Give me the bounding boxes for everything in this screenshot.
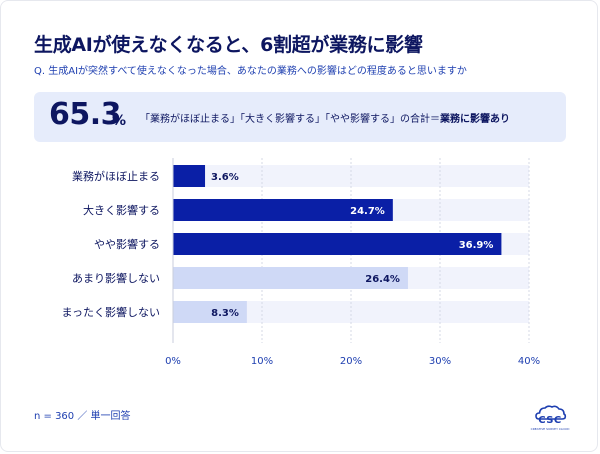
summary-text: 「業務がほぼ止まる」「大きく影響する」「やや影響する」の合計＝業務に影響あり: [140, 110, 510, 125]
cloud-icon: [535, 405, 567, 420]
value-label: 8.3%: [211, 308, 239, 319]
csc-logo: CSC CREATIVE SURVEY CLOUD: [530, 402, 570, 434]
category-label: あまり影響しない: [72, 271, 160, 285]
summary-text-bold: 業務に影響あり: [440, 114, 510, 125]
logo-subtext: CREATIVE SURVEY CLOUD: [530, 427, 570, 431]
x-tick-label: 20%: [340, 356, 362, 367]
bar: [173, 301, 247, 323]
category-label: 大きく影響する: [83, 203, 160, 217]
category-label: やや影響する: [94, 237, 160, 251]
bar: [173, 267, 408, 289]
bar: [173, 233, 502, 255]
footnote: n = 360 ／ 単一回答: [34, 411, 131, 422]
summary-value: 65.3: [49, 97, 122, 132]
value-label: 36.9%: [459, 240, 494, 251]
summary-unit: %: [112, 113, 127, 129]
question-text: Q. 生成AIが突然すべて使えなくなった場合、あなたの業務への影響はどの程度ある…: [34, 66, 467, 77]
bar-chart: 業務がほぼ止まる 3.6% 大きく影響する 24.7% やや影響する 36.9% あまり影響…: [61, 158, 540, 367]
summary-box: 65.3 % 「業務がほぼ止まる」「大きく影響する」「やや影響する」の合計＝業務…: [34, 92, 566, 142]
value-label: 3.6%: [211, 172, 239, 183]
page-title: 生成AIが使えなくなると、6割超が業務に影響: [34, 34, 423, 56]
logo-text: CSC: [538, 415, 562, 426]
category-label: まったく影響しない: [61, 305, 160, 319]
x-tick-label: 10%: [251, 356, 273, 367]
bar: [173, 199, 393, 221]
category-label: 業務がほぼ止まる: [72, 169, 160, 183]
x-tick-label: 0%: [165, 356, 181, 367]
bar: [173, 165, 206, 187]
summary-text-plain: 「業務がほぼ止まる」「大きく影響する」「やや影響する」の合計＝: [140, 114, 440, 125]
value-label: 26.4%: [365, 274, 400, 285]
value-label: 24.7%: [350, 206, 385, 217]
x-tick-label: 40%: [518, 356, 540, 367]
x-tick-label: 30%: [429, 356, 451, 367]
